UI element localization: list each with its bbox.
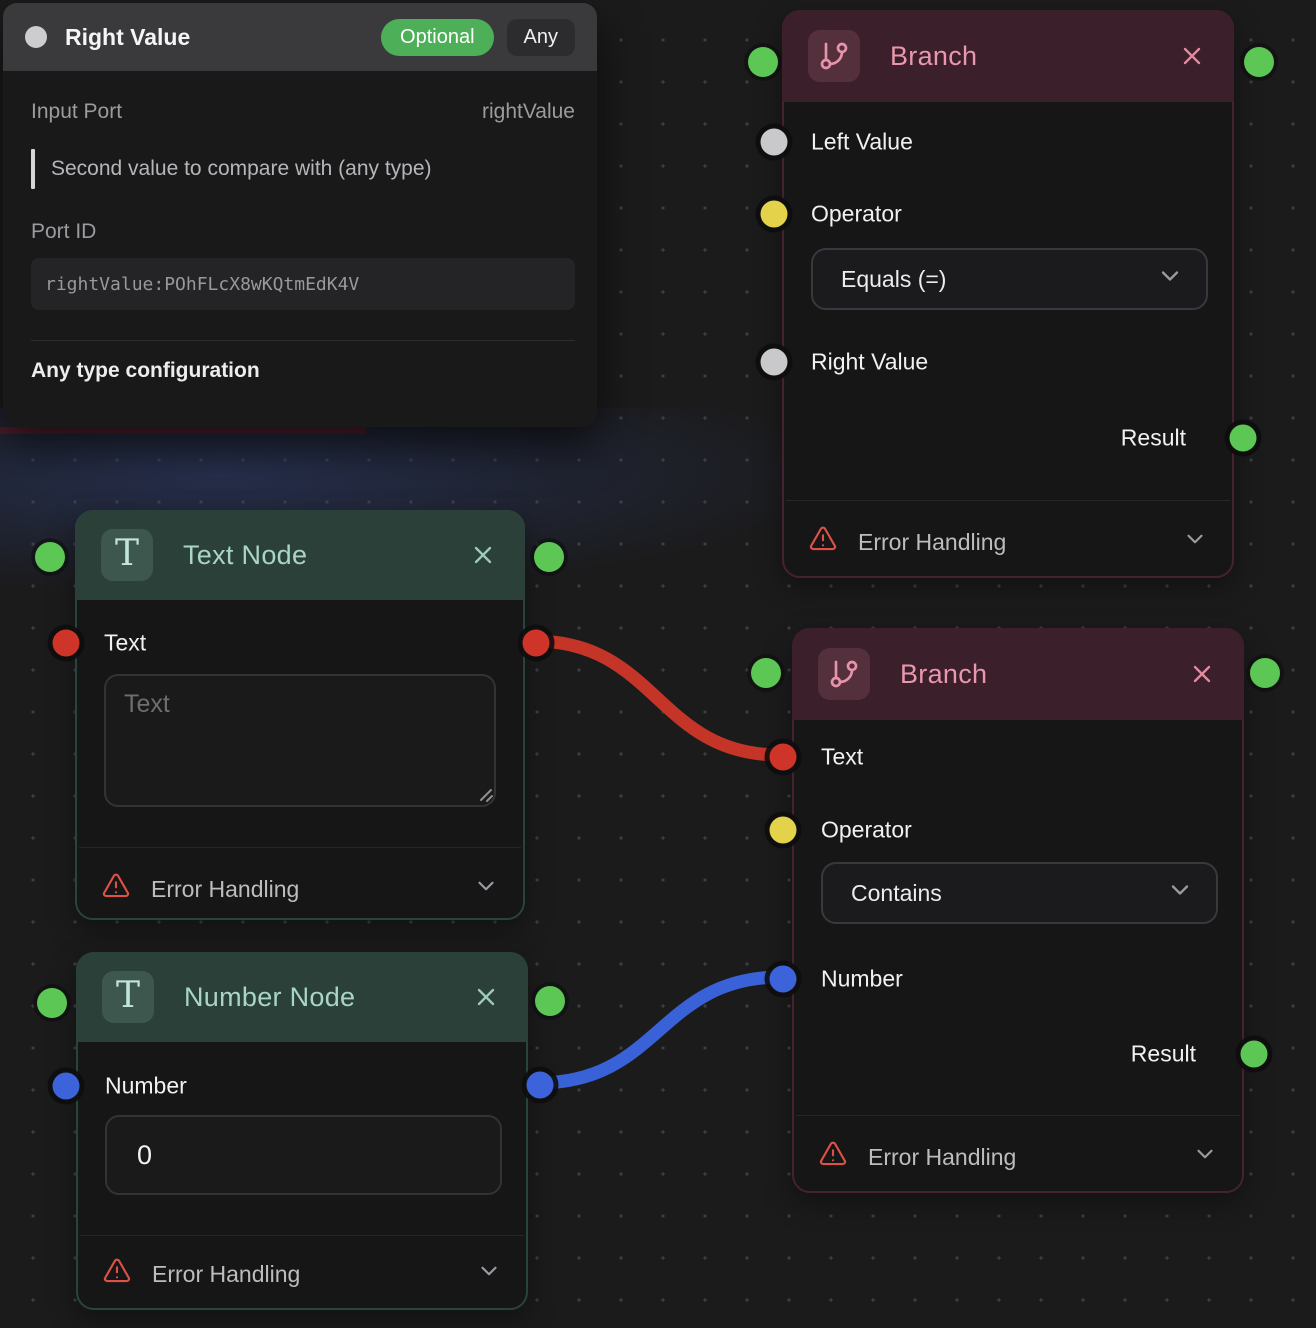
input-port-name: rightValue: [481, 100, 575, 123]
text-node-header[interactable]: T Text Node: [75, 510, 525, 600]
close-icon[interactable]: [470, 981, 502, 1013]
port-label: Left Value: [811, 128, 913, 155]
text-node[interactable]: T Text Node Text Error Handling: [52, 510, 550, 920]
warning-triangle-icon: [102, 1256, 132, 1292]
port-text-output[interactable]: [522, 629, 550, 657]
number-input-field[interactable]: [105, 1115, 502, 1195]
text-tool-icon: T: [101, 529, 153, 581]
node-title: Branch: [900, 658, 988, 689]
node-handle-dot[interactable]: [534, 542, 564, 572]
error-handling-label: Error Handling: [151, 875, 300, 902]
port-right-value-input[interactable]: [760, 348, 788, 376]
port-result-output[interactable]: [1240, 1040, 1268, 1068]
port-operator-input[interactable]: [769, 816, 797, 844]
edge-number-connection[interactable]: [531, 970, 788, 1090]
divider: [79, 847, 521, 848]
port-label: Result: [1120, 424, 1186, 451]
number-node[interactable]: T Number Node Number Error Handling: [52, 952, 554, 1310]
divider: [31, 340, 575, 341]
occluded-node-edge: [0, 427, 366, 434]
port-label: Right Value: [811, 348, 929, 375]
error-handling-toggle[interactable]: Error Handling: [102, 1256, 502, 1292]
divider: [796, 1115, 1240, 1116]
chevron-down-icon: [1192, 1141, 1218, 1173]
chevron-down-icon: [473, 873, 499, 905]
warning-triangle-icon: [818, 1139, 848, 1175]
port-label: Operator: [821, 816, 912, 843]
chevron-down-icon: [1156, 262, 1184, 296]
port-result-output[interactable]: [1229, 424, 1257, 452]
port-left-value-input[interactable]: [760, 128, 788, 156]
port-number-output[interactable]: [526, 1071, 554, 1099]
port-text-input[interactable]: [52, 629, 80, 657]
port-label: Number: [105, 1072, 187, 1099]
text-input-field[interactable]: [104, 674, 496, 807]
port-text-input[interactable]: [769, 743, 797, 771]
chevron-down-icon: [1182, 526, 1208, 558]
node-handle-dot[interactable]: [35, 542, 65, 572]
port-label: Result: [1130, 1040, 1196, 1067]
error-handling-label: Error Handling: [858, 528, 1007, 555]
tooltip-header: Right Value Optional Any: [3, 3, 597, 71]
operator-select[interactable]: Equals (=): [811, 248, 1208, 310]
operator-selected-value: Contains: [851, 879, 942, 906]
text-tool-icon: T: [102, 971, 154, 1023]
divider: [786, 500, 1230, 501]
optional-badge: Optional: [381, 18, 494, 56]
operator-selected-value: Equals (=): [841, 265, 947, 292]
port-label: Number: [821, 965, 903, 992]
branch-node-right-header[interactable]: Branch: [792, 628, 1244, 720]
port-tooltip-panel: Right Value Optional Any Input Port righ…: [3, 3, 597, 427]
close-icon[interactable]: [1176, 40, 1208, 72]
operator-select[interactable]: Contains: [821, 862, 1218, 924]
description-accent-bar: [31, 149, 35, 189]
port-label: Text: [104, 629, 147, 656]
number-node-header[interactable]: T Number Node: [76, 952, 528, 1042]
git-branch-icon: [818, 648, 870, 700]
port-id-label: Port ID: [31, 220, 97, 243]
warning-triangle-icon: [101, 871, 131, 907]
node-handle-dot[interactable]: [748, 47, 778, 77]
resize-grip-icon[interactable]: [473, 782, 495, 809]
port-number-input[interactable]: [52, 1072, 80, 1100]
node-handle-dot[interactable]: [37, 988, 67, 1018]
port-id-value: rightValue:POhFLcX8wKQtmEdK4V: [31, 258, 575, 310]
port-label: Text: [821, 743, 864, 770]
branch-node-right[interactable]: Branch Text Operator Contains Number Res…: [769, 628, 1268, 1193]
type-badge: Any: [506, 18, 575, 56]
git-branch-icon: [808, 30, 860, 82]
error-handling-toggle[interactable]: Error Handling: [101, 871, 499, 907]
node-handle-dot[interactable]: [535, 986, 565, 1016]
node-title: Branch: [890, 40, 978, 71]
node-handle-dot[interactable]: [751, 658, 781, 688]
branch-node-top[interactable]: Branch Left Value Operator Equals (=) Ri…: [760, 10, 1257, 578]
node-title: Number Node: [184, 981, 356, 1012]
tooltip-title: Right Value: [65, 23, 191, 50]
node-handle-dot[interactable]: [1244, 47, 1274, 77]
node-handle-dot[interactable]: [1250, 658, 1280, 688]
edge-text-connection[interactable]: [527, 634, 787, 762]
port-description: Second value to compare with (any type): [31, 149, 432, 189]
close-icon[interactable]: [1186, 658, 1218, 690]
node-title: Text Node: [183, 539, 308, 570]
divider: [80, 1235, 524, 1236]
description-text: Second value to compare with (any type): [51, 157, 432, 180]
close-icon[interactable]: [467, 539, 499, 571]
error-handling-toggle[interactable]: Error Handling: [808, 524, 1208, 560]
port-number-input[interactable]: [769, 965, 797, 993]
port-operator-input[interactable]: [760, 200, 788, 228]
branch-node-top-header[interactable]: Branch: [782, 10, 1234, 102]
chevron-down-icon: [1166, 876, 1194, 910]
chevron-down-icon: [476, 1258, 502, 1290]
port-label: Operator: [811, 200, 902, 227]
error-handling-label: Error Handling: [152, 1260, 301, 1287]
error-handling-label: Error Handling: [868, 1143, 1017, 1170]
input-port-label: Input Port: [31, 100, 123, 123]
warning-triangle-icon: [808, 524, 838, 560]
error-handling-toggle[interactable]: Error Handling: [818, 1139, 1218, 1175]
section-title: Any type configuration: [31, 359, 260, 382]
port-dot-icon: [25, 26, 47, 48]
